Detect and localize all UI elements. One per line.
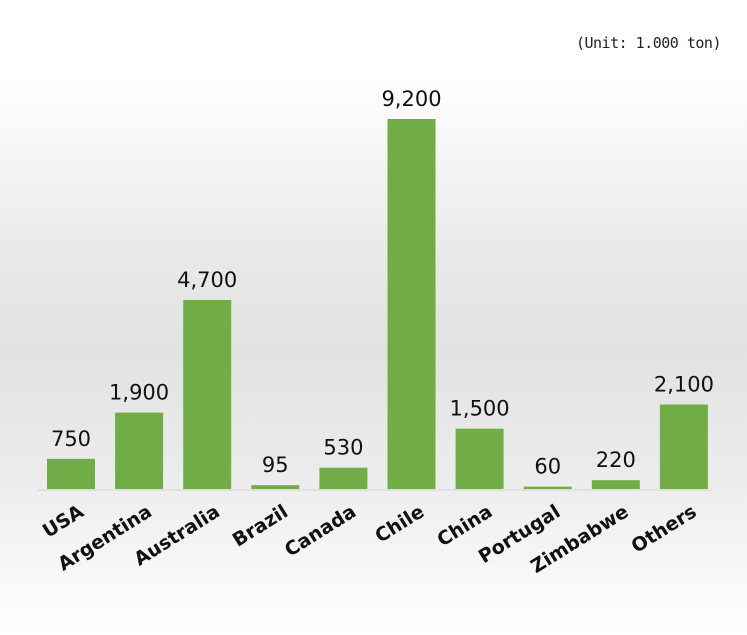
data-label-chile: 9,200: [381, 87, 441, 111]
bar-australia: [183, 300, 232, 489]
bar-zimbabwe: [591, 480, 640, 489]
bar-others: [659, 404, 708, 489]
bar-china: [455, 428, 504, 489]
category-label-usa: USA: [39, 500, 88, 542]
category-label-chile: Chile: [371, 501, 428, 548]
data-label-argentina: 1,900: [109, 381, 169, 405]
data-label-australia: 4,700: [177, 268, 237, 292]
unit-note: (Unit: 1.000 ton): [575, 34, 722, 52]
bar-argentina: [115, 412, 164, 489]
category-label-others: Others: [628, 501, 701, 558]
data-label-canada: 530: [323, 436, 363, 460]
data-label-zimbabwe: 220: [596, 448, 636, 472]
data-label-brazil: 95: [262, 453, 289, 477]
bar-chile: [387, 119, 436, 489]
bar-brazil: [251, 485, 300, 489]
data-label-portugal: 60: [534, 455, 561, 479]
bar-portugal: [523, 486, 572, 489]
bar-usa: [47, 458, 95, 489]
data-label-china: 1,500: [450, 397, 510, 421]
data-label-usa: 750: [51, 427, 91, 451]
category-label-canada: Canada: [281, 501, 360, 562]
bar-canada: [319, 467, 368, 489]
data-label-others: 2,100: [654, 373, 714, 397]
